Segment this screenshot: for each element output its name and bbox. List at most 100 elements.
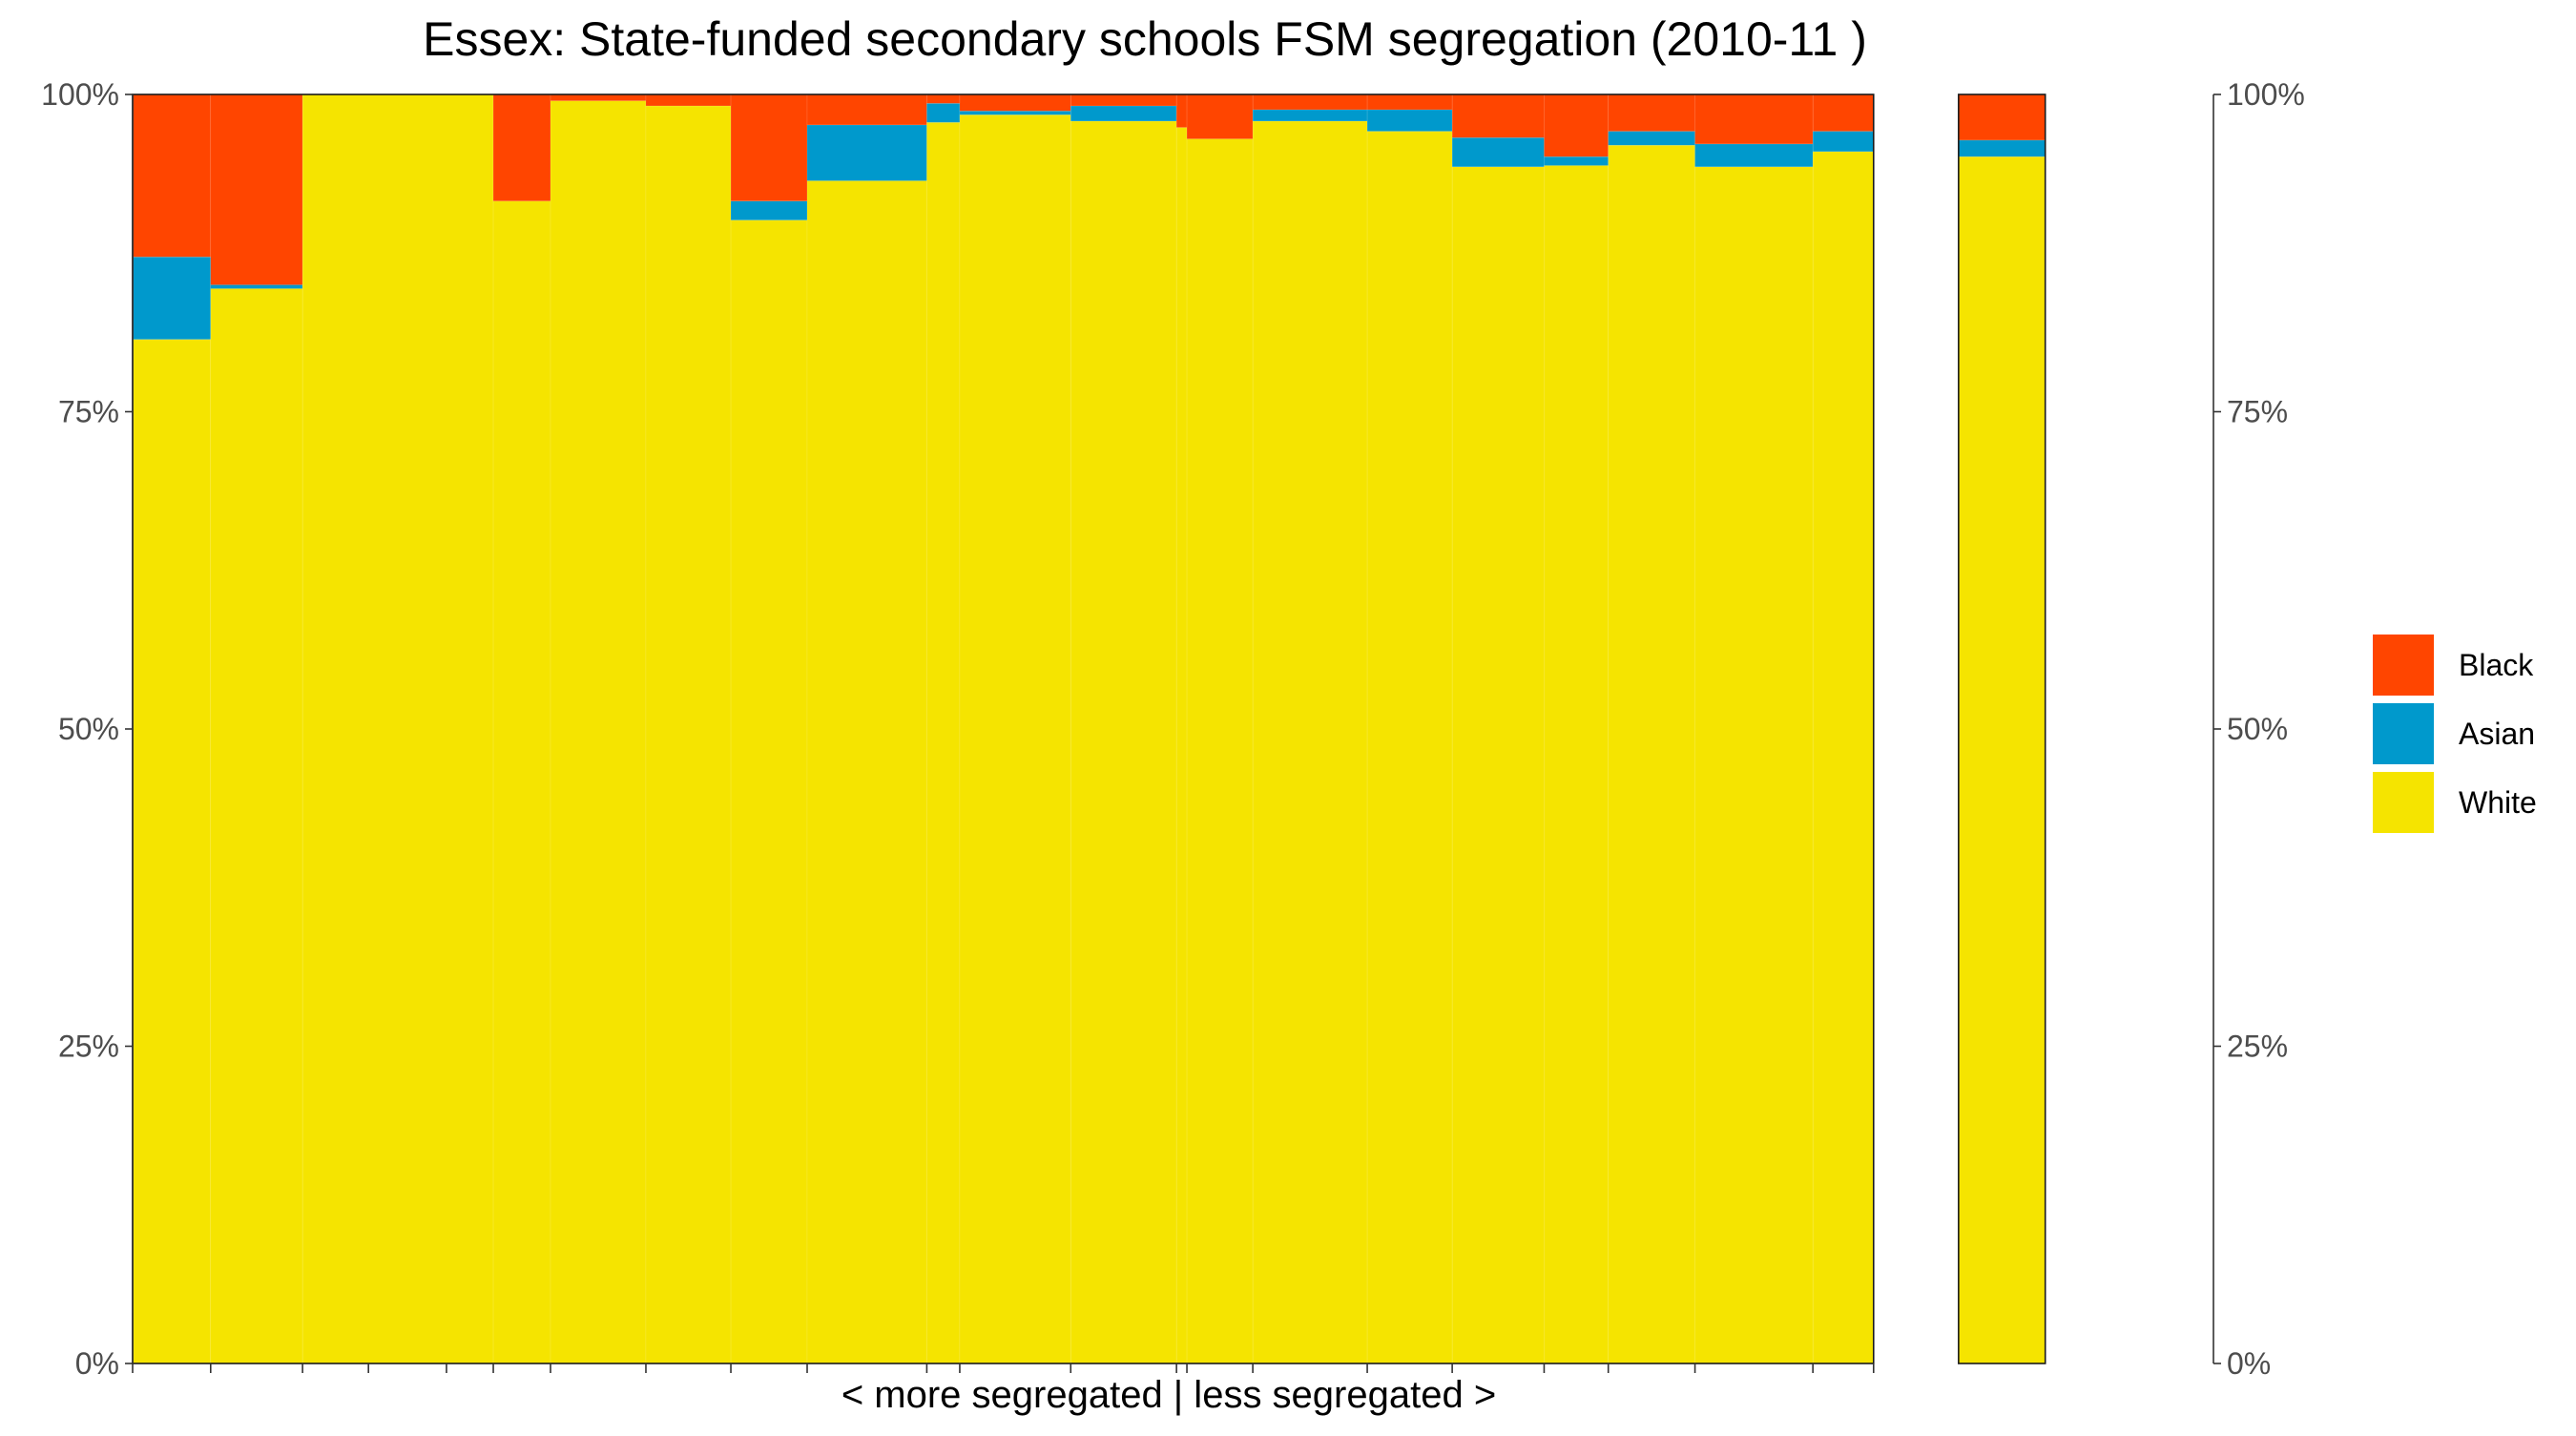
bar-segment-black: [1544, 94, 1609, 157]
bar-segment-asian: [210, 284, 303, 289]
bar-segment-white: [1175, 127, 1188, 1364]
bar-group-21: [1958, 94, 2046, 1364]
bar-group-11: [1070, 94, 1177, 1364]
bar-segment-black: [1812, 94, 1875, 132]
bar-segment-white: [550, 100, 647, 1364]
legend-swatch: [2373, 703, 2434, 764]
bar-segment-black: [1608, 94, 1695, 132]
bar-group-6: [645, 94, 732, 1364]
bar-segment-white: [1252, 120, 1368, 1364]
legend-swatch: [2373, 635, 2434, 696]
bar-group-1: [132, 94, 212, 1364]
bar-segment-black: [132, 94, 212, 258]
bar-group-16: [1451, 94, 1545, 1364]
bar-segment-white: [210, 288, 303, 1364]
bar-segment-asian: [1366, 109, 1453, 132]
legend-item-black: Black: [2373, 635, 2534, 696]
bar-segment-white: [1812, 151, 1875, 1364]
bar-segment-black: [1694, 94, 1814, 145]
bar-segment-black: [550, 94, 647, 101]
bar-segment-black: [1451, 94, 1545, 138]
bar-segment-white: [1608, 144, 1695, 1364]
bar-group-5: [550, 94, 647, 1364]
bar-segment-white: [806, 180, 927, 1364]
bar-group-12: [1175, 94, 1188, 1364]
bar-segment-white: [1186, 138, 1254, 1364]
y-tick-label-right: 0%: [2227, 1346, 2271, 1381]
bar-segment-asian: [1070, 105, 1177, 122]
y-tick-label-left: 50%: [58, 712, 119, 746]
bar-segment-asian: [1608, 131, 1695, 146]
bar-segment-asian: [132, 256, 212, 340]
bar-segment-black: [730, 94, 808, 202]
bar-segment-asian: [806, 124, 927, 181]
bars-layer: [132, 94, 2046, 1364]
bar-segment-black: [645, 94, 732, 107]
bar-frame-2: [1958, 94, 2046, 1364]
bar-segment-black: [806, 94, 927, 126]
bar-group-4: [492, 94, 551, 1364]
bar-group-3: [301, 94, 494, 1364]
bar-group-13: [1186, 94, 1254, 1364]
x-axis-label: < more segregated | less segregated >: [841, 1374, 1496, 1416]
bar-segment-white: [926, 121, 961, 1364]
bar-segment-white: [959, 114, 1071, 1364]
chart-title: Essex: State-funded secondary schools FS…: [423, 12, 1867, 66]
bar-group-8: [806, 94, 927, 1364]
y-tick-label-right: 25%: [2227, 1030, 2288, 1064]
legend-item-asian: Asian: [2373, 703, 2535, 764]
bar-group-7: [730, 94, 808, 1364]
bar-segment-white: [1451, 166, 1545, 1364]
bar-segment-black: [1252, 94, 1368, 111]
bar-segment-white: [301, 94, 494, 1364]
y-tick-label-right: 75%: [2227, 395, 2288, 429]
bar-segment-asian: [926, 103, 961, 123]
bar-group-9: [926, 94, 961, 1364]
bar-segment-asian: [959, 110, 1071, 115]
bar-group-2: [210, 94, 303, 1364]
bar-group-19: [1694, 94, 1814, 1364]
y-tick-label-right: 100%: [2227, 77, 2305, 112]
bar-segment-black: [210, 94, 303, 285]
bar-segment-black: [959, 94, 1071, 112]
y-tick-label-left: 100%: [41, 77, 119, 112]
bar-segment-asian: [1544, 156, 1609, 166]
bar-segment-black: [1175, 94, 1188, 128]
bar-segment-asian: [1451, 136, 1545, 168]
bar-segment-asian: [1694, 143, 1814, 168]
bar-group-15: [1366, 94, 1453, 1364]
bar-group-17: [1544, 94, 1609, 1364]
bar-segment-asian: [1958, 139, 2046, 157]
bar-group-10: [959, 94, 1071, 1364]
bar-segment-white: [1544, 165, 1609, 1364]
y-tick-label-right: 50%: [2227, 712, 2288, 746]
bar-segment-asian: [1812, 131, 1875, 153]
legend-swatch: [2373, 772, 2434, 833]
bar-segment-black: [492, 94, 551, 202]
bar-segment-black: [1186, 94, 1254, 139]
bar-segment-white: [730, 219, 808, 1364]
bar-group-18: [1608, 94, 1695, 1364]
bar-segment-white: [1694, 166, 1814, 1364]
bar-group-14: [1252, 94, 1368, 1364]
bar-segment-black: [1958, 94, 2046, 141]
bar-segment-black: [1366, 94, 1453, 111]
legend: Black Asian White: [2373, 635, 2537, 833]
legend-label: White: [2459, 785, 2537, 820]
bar-segment-white: [645, 105, 732, 1364]
bar-group-20: [1812, 94, 1875, 1364]
legend-label: Black: [2459, 648, 2534, 682]
bar-segment-black: [926, 94, 961, 104]
bar-segment-white: [1958, 156, 2046, 1364]
bar-segment-white: [1070, 120, 1177, 1364]
axis-ticks: 0% 0% 25% 25% 50% 50% 75% 75% 100% 100%: [41, 77, 2305, 1381]
y-tick-label-left: 75%: [58, 395, 119, 429]
legend-item-white: White: [2373, 772, 2537, 833]
bar-segment-asian: [1252, 109, 1368, 122]
y-tick-label-left: 25%: [58, 1030, 119, 1064]
bar-segment-asian: [730, 200, 808, 220]
bar-segment-white: [1366, 131, 1453, 1364]
bar-segment-white: [492, 200, 551, 1364]
